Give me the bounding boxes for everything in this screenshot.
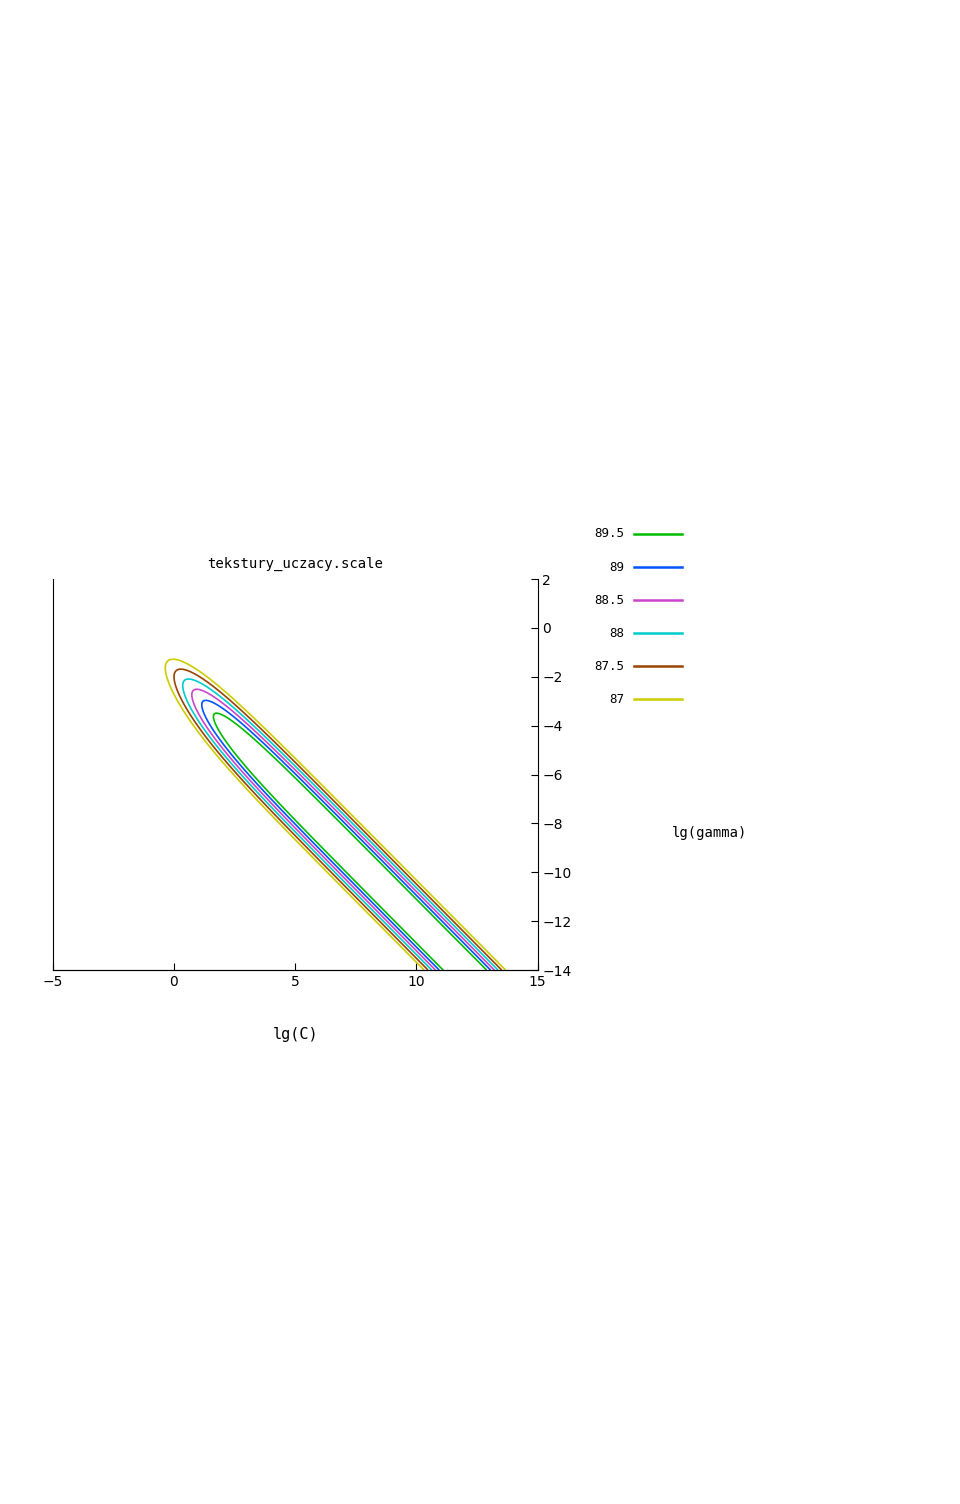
Text: 88.5: 88.5 <box>594 594 624 606</box>
Text: 89.5: 89.5 <box>594 528 624 540</box>
Text: 89: 89 <box>609 561 624 573</box>
Title: tekstury_uczacy.scale: tekstury_uczacy.scale <box>207 556 383 572</box>
Text: 88: 88 <box>609 627 624 639</box>
Text: 87.5: 87.5 <box>594 660 624 672</box>
Text: lg(C): lg(C) <box>273 1027 318 1042</box>
Text: lg(gamma): lg(gamma) <box>672 826 748 841</box>
Text: 87: 87 <box>609 693 624 705</box>
